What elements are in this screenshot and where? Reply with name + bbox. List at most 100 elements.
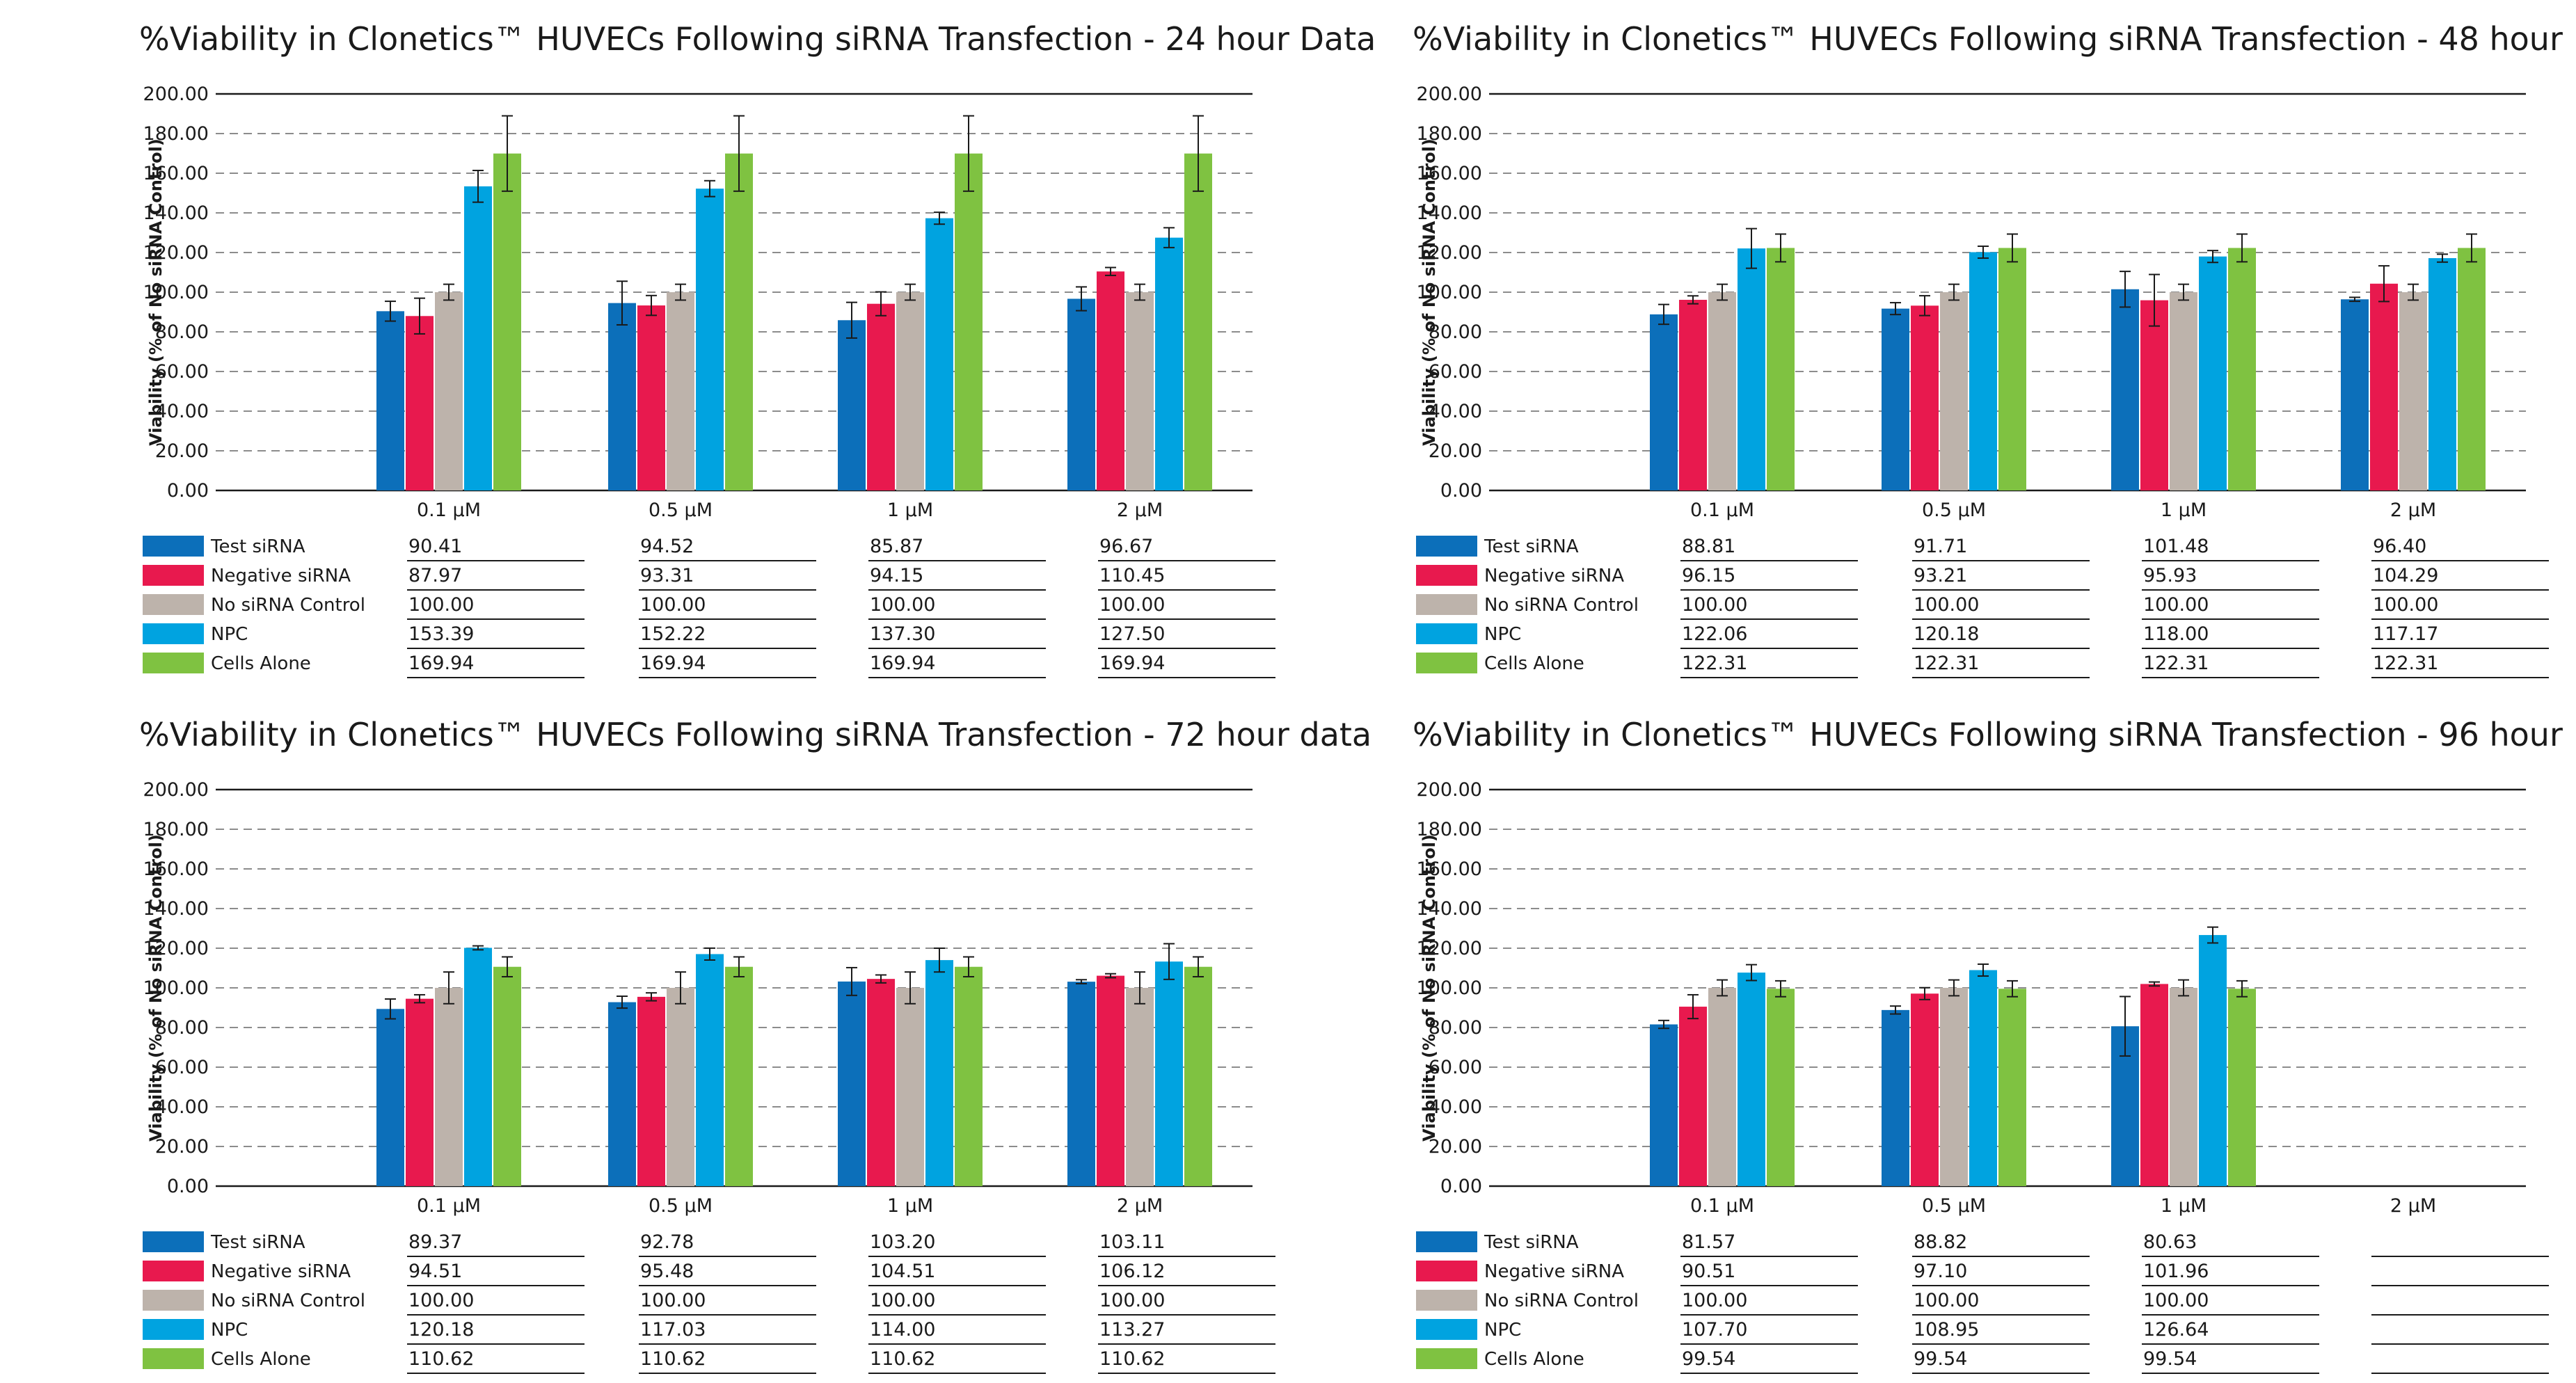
chart-title: %Viability in Clonetics™ HUVECs Followin… [139, 20, 1376, 58]
y-axis-label: Viability (% of No siRNA Control) [1420, 834, 1439, 1142]
y-tick-label: 0.00 [1440, 1176, 1482, 1197]
bar-test-sirna [2111, 289, 2139, 490]
legend-swatch [1416, 1290, 1477, 1311]
legend-swatch [1416, 1231, 1477, 1252]
bar-test-sirna [838, 320, 866, 490]
bar-no-sirna-control [667, 292, 694, 490]
table-cell-value: 100.00 [2143, 594, 2209, 616]
bar-no-sirna-control [2399, 292, 2427, 490]
bar-cells-alone [1998, 989, 2026, 1186]
table-cell-value: 100.00 [1914, 1290, 1979, 1311]
table-cell-value: 107.70 [1682, 1319, 1747, 1341]
bar-negative-sirna [1911, 305, 1939, 490]
table-cell-value: 101.96 [2143, 1261, 2209, 1282]
chart-panel-96h: %Viability in Clonetics™ HUVECs Followin… [1273, 696, 2576, 1377]
table-cell-value: 100.00 [640, 1290, 706, 1311]
legend-label: Negative siRNA [211, 566, 351, 586]
table-cell-value: 100.00 [1682, 1290, 1747, 1311]
bar-test-sirna [838, 981, 866, 1186]
x-tick-label: 0.5 µM [649, 1195, 713, 1217]
legend-label: Test siRNA [1484, 1232, 1579, 1253]
x-tick-label: 0.1 µM [417, 499, 481, 521]
bar-no-sirna-control [2170, 292, 2197, 490]
table-cell-value: 104.51 [870, 1261, 935, 1282]
bar-test-sirna [1882, 1009, 1909, 1186]
bar-no-sirna-control [1940, 988, 1968, 1186]
bar-cells-alone [1184, 966, 1212, 1186]
table-cell-value: 101.48 [2143, 536, 2209, 557]
table-cell-value: 99.54 [2143, 1348, 2197, 1370]
table-cell-value: 95.93 [2143, 565, 2197, 586]
y-tick-label: 140.00 [143, 898, 209, 920]
table-cell-value: 80.63 [2143, 1231, 2197, 1253]
table-cell-value: 100.00 [2373, 594, 2438, 616]
legend-swatch [1416, 653, 1477, 673]
bar-npc [925, 960, 953, 1186]
y-tick-label: 20.00 [155, 1136, 209, 1158]
y-tick-label: 80.00 [1429, 321, 1482, 343]
legend-label: Test siRNA [1484, 536, 1579, 557]
legend-label: Test siRNA [210, 1232, 305, 1253]
y-tick-label: 0.00 [167, 1176, 209, 1197]
legend-label: NPC [1484, 624, 1521, 645]
table-cell-value: 94.52 [640, 536, 694, 557]
table-cell-value: 103.11 [1099, 1231, 1165, 1253]
legend-swatch [143, 536, 204, 557]
bar-npc [1155, 961, 1183, 1186]
y-tick-label: 100.00 [143, 282, 209, 303]
y-tick-label: 180.00 [143, 123, 209, 145]
x-tick-label: 0.5 µM [1922, 499, 1986, 521]
bar-negative-sirna [1679, 299, 1707, 490]
legend-label: Cells Alone [211, 1349, 311, 1370]
bar-cells-alone [493, 153, 521, 490]
table-cell-value: 89.37 [408, 1231, 462, 1253]
table-cell-value: 91.71 [1914, 536, 1967, 557]
y-tick-label: 120.00 [143, 938, 209, 959]
bar-no-sirna-control [1940, 292, 1968, 490]
table-cell-value: 96.40 [2373, 536, 2426, 557]
table-cell-value: 122.31 [1682, 653, 1747, 674]
table-cell-value: 100.00 [1682, 594, 1747, 616]
table-cell-value: 137.30 [870, 623, 935, 645]
chart-panel-72h: %Viability in Clonetics™ HUVECs Followin… [0, 696, 1372, 1377]
table-cell-value: 122.31 [2373, 653, 2438, 674]
table-cell-value: 88.81 [1682, 536, 1735, 557]
x-tick-label: 2 µM [1117, 1195, 1163, 1217]
legend-label: No siRNA Control [211, 595, 365, 616]
bar-no-sirna-control [896, 292, 924, 490]
table-cell-value: 96.15 [1682, 565, 1735, 586]
x-tick-label: 2 µM [2390, 499, 2436, 521]
table-cell-value: 122.06 [1682, 623, 1747, 645]
legend-swatch [143, 1348, 204, 1369]
y-tick-label: 180.00 [143, 819, 209, 840]
bar-cells-alone [725, 966, 753, 1186]
y-tick-label: 0.00 [167, 480, 209, 502]
table-cell-value: 110.62 [870, 1348, 935, 1370]
legend-swatch [1416, 623, 1477, 644]
y-tick-label: 160.00 [1417, 163, 1482, 184]
y-tick-label: 40.00 [155, 401, 209, 422]
x-tick-label: 2 µM [1117, 499, 1163, 521]
table-cell-value: 93.31 [640, 565, 694, 586]
bar-negative-sirna [2140, 300, 2168, 490]
table-cell-value: 126.64 [2143, 1319, 2209, 1341]
bar-cells-alone [2228, 248, 2256, 490]
table-cell-value: 103.20 [870, 1231, 935, 1253]
y-tick-label: 120.00 [143, 242, 209, 264]
bar-cells-alone [1767, 989, 1795, 1186]
table-cell-value: 117.17 [2373, 623, 2438, 645]
table-cell-value: 169.94 [870, 653, 935, 674]
y-tick-label: 60.00 [1429, 361, 1482, 383]
legend-swatch [143, 594, 204, 615]
table-cell-value: 110.62 [640, 1348, 706, 1370]
y-tick-label: 120.00 [1417, 938, 1482, 959]
table-cell-value: 95.48 [640, 1261, 694, 1282]
table-cell-value: 99.54 [1682, 1348, 1735, 1370]
legend-label: Negative siRNA [1484, 566, 1624, 586]
legend-swatch [1416, 594, 1477, 615]
bar-negative-sirna [1911, 993, 1939, 1186]
x-tick-label: 1 µM [887, 1195, 933, 1217]
y-tick-label: 180.00 [1417, 819, 1482, 840]
bar-no-sirna-control [1708, 292, 1736, 490]
table-cell-value: 117.03 [640, 1319, 706, 1341]
